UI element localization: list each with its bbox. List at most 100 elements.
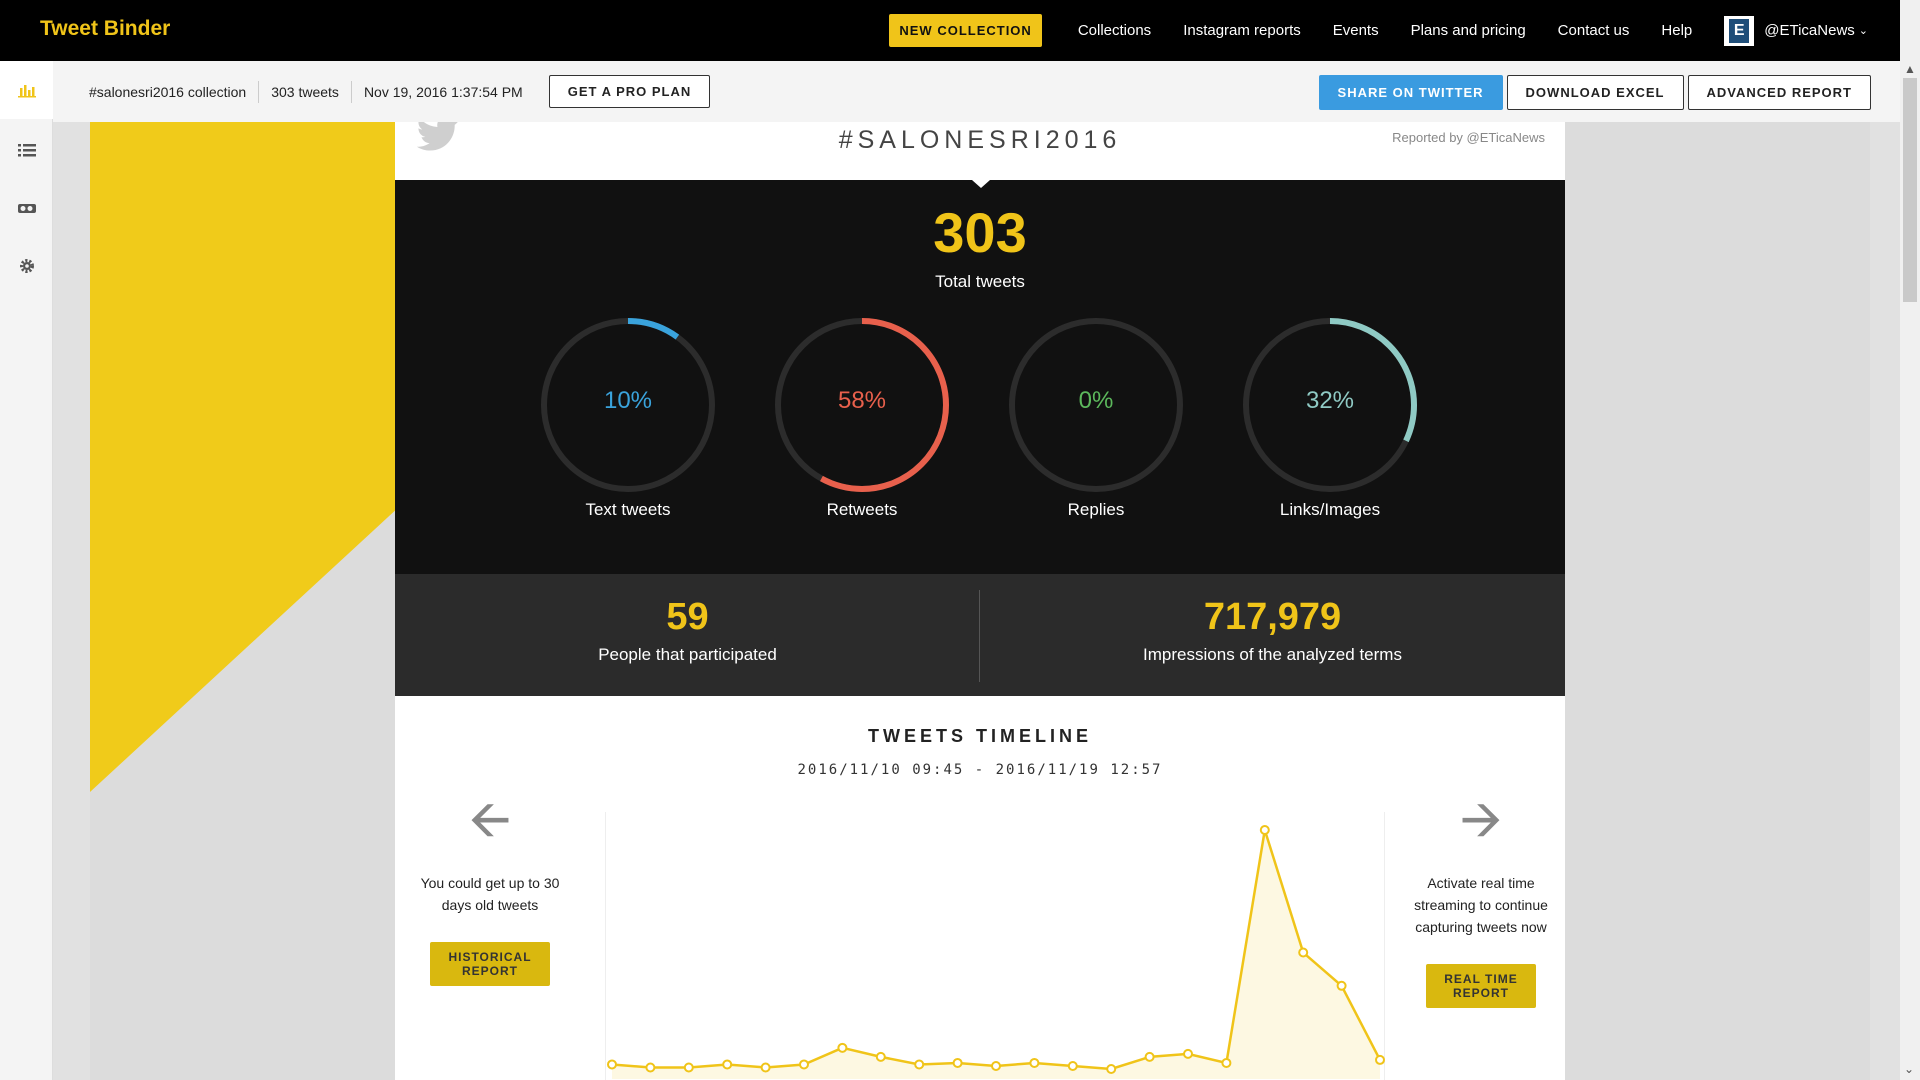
donut-track: [1009, 318, 1183, 492]
brand-logo[interactable]: Tweet Binder: [40, 17, 171, 40]
gear-icon: [19, 259, 34, 273]
historical-message: You could get up to 30 days old tweets: [420, 875, 560, 913]
chevron-down-icon: ⌄: [1858, 25, 1868, 37]
sidebar-item-list[interactable]: [0, 121, 53, 179]
nav-link-help[interactable]: Help: [1661, 22, 1693, 39]
donut-percent: 10%: [603, 387, 653, 414]
sidebar: [0, 61, 53, 1080]
donut-text-tweets: 10% Text tweets: [538, 315, 718, 520]
arrow-left-icon[interactable]: 🡨: [468, 791, 512, 849]
timeline-point[interactable]: [875, 1051, 886, 1062]
arrow-right-icon[interactable]: 🡪: [1459, 791, 1503, 849]
donut-percent: 58%: [837, 387, 887, 414]
timeline-point[interactable]: [1144, 1051, 1155, 1062]
timeline-point[interactable]: [914, 1059, 925, 1070]
collection-name: #salonesri2016 collection: [89, 80, 260, 103]
historical-report-button[interactable]: HISTORICAL REPORT: [430, 942, 550, 986]
donut-retweets: 58% Retweets: [772, 315, 952, 520]
sidebar-item-presentation[interactable]: [0, 179, 53, 237]
donut-percent: 32%: [1305, 387, 1355, 414]
report-actions: SHARE ON TWITTER DOWNLOAD EXCEL ADVANCED…: [1315, 75, 1871, 110]
people-stat: 59 People that participated: [395, 574, 980, 696]
top-nav: Tweet Binder NEW COLLECTION Collections …: [0, 0, 1900, 61]
scrollbar-thumb[interactable]: [1903, 78, 1917, 302]
timeline-point[interactable]: [760, 1062, 771, 1073]
impressions-value: 717,979: [1203, 596, 1342, 638]
donut-arc: [1243, 318, 1417, 492]
timeline-point[interactable]: [1183, 1048, 1193, 1059]
timeline-point[interactable]: [1029, 1057, 1040, 1068]
timeline-area: [612, 830, 1380, 1079]
scroll-up-icon[interactable]: ▲: [1904, 62, 1916, 76]
donut-ring: [1243, 318, 1417, 492]
donut-links-images: 32% Links/Images: [1240, 315, 1420, 520]
timeline-point[interactable]: [683, 1062, 694, 1073]
timeline-point[interactable]: [1375, 1054, 1385, 1065]
sidebar-item-stats[interactable]: [0, 61, 53, 119]
donut-replies: 0% Replies: [1006, 315, 1186, 520]
share-on-twitter-button[interactable]: SHARE ON TWITTER: [1318, 75, 1503, 110]
donut-ring: [775, 318, 949, 492]
download-excel-button[interactable]: DOWNLOAD EXCEL: [1506, 75, 1684, 110]
total-tweets-value: 303: [933, 201, 1027, 264]
stats-panel: 59 People that participated 717,979 Impr…: [395, 574, 1565, 696]
timeline-point[interactable]: [1298, 947, 1309, 958]
realtime-panel: 🡪 Activate real time streaming to contin…: [1396, 794, 1566, 1008]
user-menu[interactable]: @ETicaNews ⌄: [1724, 15, 1868, 46]
timeline-point[interactable]: [1067, 1060, 1078, 1071]
bar-chart-icon: [17, 85, 36, 98]
header-notch: [972, 180, 990, 188]
people-value: 59: [666, 596, 709, 638]
user-name: @ETicaNews: [1764, 22, 1855, 39]
people-label: People that participated: [598, 645, 777, 664]
vertical-scrollbar[interactable]: ▲ ⌄: [1900, 0, 1920, 1080]
report-card: #SALONESRI2016 Reported by @ETicaNews 30…: [395, 122, 1565, 1080]
avatar: [1724, 15, 1755, 46]
donut-arc: [775, 318, 949, 492]
timeline-point[interactable]: [1336, 980, 1347, 991]
sidebar-item-settings[interactable]: [0, 237, 53, 295]
report-title: #SALONESRI2016: [838, 126, 1122, 154]
donut-label: Text tweets: [585, 500, 671, 519]
nav-link-collections[interactable]: Collections: [1077, 22, 1152, 39]
timeline-chart-svg: [607, 825, 1385, 1079]
timeline-title: TWEETS TIMELINE: [868, 726, 1092, 746]
impressions-label: Impressions of the analyzed terms: [1143, 645, 1402, 664]
timeline-point[interactable]: [952, 1057, 963, 1068]
donut-arc: [541, 318, 715, 492]
stats-divider: [979, 590, 980, 682]
decorative-background: [90, 122, 395, 792]
donut-ring: [541, 318, 715, 492]
donut-label: Replies: [1067, 500, 1125, 519]
report-header: #SALONESRI2016 Reported by @ETicaNews: [395, 122, 1565, 180]
list-icon: [17, 144, 36, 157]
timeline-point[interactable]: [799, 1059, 809, 1070]
timeline-point[interactable]: [1106, 1064, 1117, 1074]
twitter-bird-icon: [416, 122, 458, 151]
nav-link-events[interactable]: Events: [1332, 22, 1379, 39]
get-pro-plan-button[interactable]: GET A PRO PLAN: [548, 75, 711, 108]
donut-ring: [1009, 318, 1183, 492]
timeline-point[interactable]: [607, 1059, 617, 1070]
tweet-count: 303 tweets: [259, 80, 352, 103]
timeline-point[interactable]: [722, 1059, 733, 1070]
timeline-point[interactable]: [991, 1060, 1001, 1071]
projector-icon: [17, 204, 36, 213]
summary-panel: [395, 180, 1565, 574]
timeline-point[interactable]: [645, 1062, 656, 1073]
report-canvas: #SALONESRI2016 Reported by @ETicaNews 30…: [90, 122, 1870, 1080]
nav-link-plans-pricing[interactable]: Plans and pricing: [1410, 22, 1526, 39]
nav-link-contact[interactable]: Contact us: [1557, 22, 1630, 39]
timeline-point[interactable]: [837, 1042, 848, 1053]
real-time-report-button[interactable]: REAL TIME REPORT: [1426, 964, 1536, 1008]
new-collection-button[interactable]: NEW COLLECTION: [889, 14, 1042, 47]
nav-link-instagram-reports[interactable]: Instagram reports: [1183, 22, 1301, 39]
timeline-chart: [605, 812, 1385, 1080]
timeline-point[interactable]: [1259, 825, 1270, 835]
donut-label: Links/Images: [1279, 500, 1381, 519]
advanced-report-button[interactable]: ADVANCED REPORT: [1687, 75, 1871, 110]
timeline-point[interactable]: [1221, 1057, 1232, 1068]
donut-label: Retweets: [826, 500, 898, 519]
scroll-down-icon[interactable]: ⌄: [1904, 1062, 1915, 1076]
impressions-stat: 717,979 Impressions of the analyzed term…: [980, 574, 1565, 696]
